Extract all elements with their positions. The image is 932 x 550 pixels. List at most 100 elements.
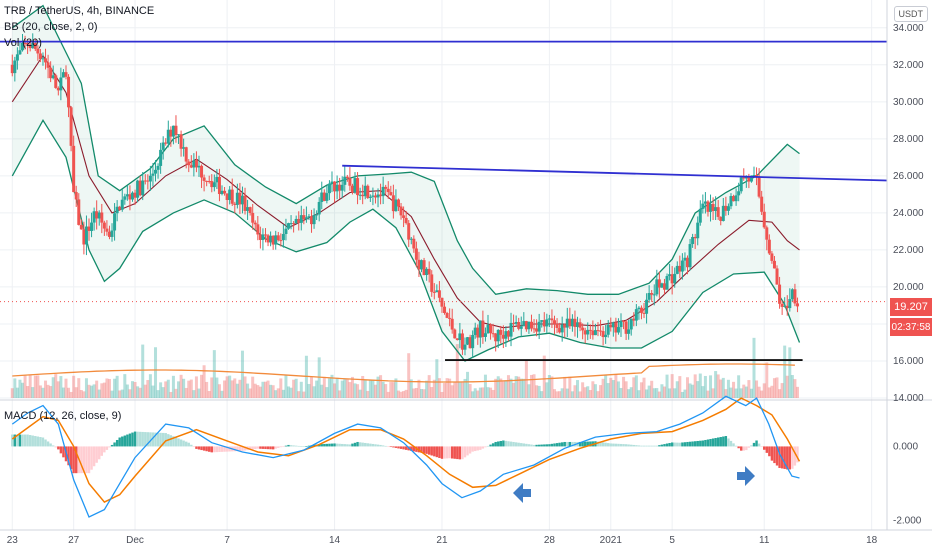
macd-histogram-bar xyxy=(57,446,60,450)
volume-bar xyxy=(177,381,181,398)
macd-histogram-bar xyxy=(51,445,55,447)
candle-body xyxy=(404,217,408,224)
candle-body xyxy=(698,208,702,223)
candle-body xyxy=(26,43,30,45)
macd-legend[interactable]: MACD (12, 26, close, 9) xyxy=(4,410,122,422)
volume-bar xyxy=(26,386,30,398)
candle-body xyxy=(637,307,641,310)
macd-histogram-bar xyxy=(154,432,157,447)
candle-body xyxy=(573,318,577,327)
volume-bar xyxy=(693,374,697,398)
volume-ma xyxy=(12,363,795,383)
currency-button[interactable]: USDT xyxy=(893,6,928,22)
candle-body xyxy=(38,53,42,59)
volume-bar xyxy=(253,383,257,398)
volume-bar xyxy=(417,379,421,398)
macd-histogram-bar xyxy=(778,446,781,468)
candle-body xyxy=(61,72,65,78)
volume-bar xyxy=(489,387,493,398)
macd-histogram-bar xyxy=(420,446,423,453)
volume-legend[interactable]: Vol (20) xyxy=(4,37,42,49)
volume-bar xyxy=(481,387,485,398)
macd-histogram-bar xyxy=(323,443,326,447)
macd-histogram-bar xyxy=(773,446,776,464)
volume-bar xyxy=(668,388,672,398)
macd-histogram-bar xyxy=(297,445,300,447)
volume-bar xyxy=(171,375,175,398)
candle-body xyxy=(747,176,751,182)
macd-histogram-bar xyxy=(760,446,763,448)
candle-body xyxy=(107,231,111,237)
macd-histogram-bar xyxy=(397,446,400,449)
candle-body xyxy=(113,213,117,231)
volume-bar xyxy=(788,347,792,398)
candle-body xyxy=(161,142,165,150)
volume-bar xyxy=(256,385,260,398)
candle-body xyxy=(706,201,710,212)
candle-body xyxy=(537,321,541,332)
candle-body xyxy=(320,192,324,202)
candle-body xyxy=(327,183,331,194)
macd-histogram-bar xyxy=(604,442,607,447)
candle-body xyxy=(325,193,329,201)
y-tick-label: 14.000 xyxy=(893,393,924,404)
volume-bar xyxy=(115,375,119,398)
candle-body xyxy=(455,338,459,341)
candle-body xyxy=(496,329,500,342)
macd-histogram-bar xyxy=(156,432,160,447)
volume-bar xyxy=(678,376,682,398)
volume-bar xyxy=(721,377,725,398)
volume-bar xyxy=(138,387,142,398)
macd-histogram-bar xyxy=(548,444,551,447)
volume-bar xyxy=(302,391,306,398)
macd-histogram-bar xyxy=(456,446,459,460)
symbol-title[interactable]: TRB / TetherUS, 4h, BINANCE xyxy=(4,5,155,17)
volume-bar xyxy=(542,355,546,398)
trendlines[interactable] xyxy=(0,40,888,361)
volume-bar xyxy=(100,383,104,398)
macd-histogram-bar xyxy=(630,444,633,447)
candle-body xyxy=(468,337,472,349)
candle-body xyxy=(102,222,106,229)
volume-bar xyxy=(435,359,439,398)
macd-histogram-bar xyxy=(325,443,329,447)
volume-bar xyxy=(496,376,500,398)
macd-histogram-bar xyxy=(450,446,454,459)
volume-bar xyxy=(407,353,411,398)
volume-bar xyxy=(312,386,316,398)
annotation-arrows[interactable] xyxy=(513,466,755,503)
macd-histogram-bar xyxy=(729,440,733,447)
candle-body xyxy=(532,328,536,330)
macd-histogram-bar xyxy=(18,434,22,447)
candle-body xyxy=(379,194,383,197)
volume-bar xyxy=(703,375,707,398)
volume-bar xyxy=(412,388,416,398)
macd-histogram-bar xyxy=(348,444,352,447)
volume-bar xyxy=(233,378,237,398)
candle-body xyxy=(463,344,467,350)
volume-bar xyxy=(604,375,608,398)
candle-body xyxy=(235,192,239,205)
volume-bar xyxy=(56,381,60,398)
volume-bar xyxy=(509,378,513,398)
macd-histogram-bar xyxy=(752,442,756,447)
y-tick-label: 20.000 xyxy=(893,282,924,293)
countdown-badge: 02:37:58 xyxy=(890,318,932,336)
candle-body xyxy=(156,165,160,170)
candle-body xyxy=(189,165,193,168)
macd-histogram-bar xyxy=(742,446,745,451)
volume-bar xyxy=(69,391,73,398)
candle-body xyxy=(391,195,395,212)
volume-bar xyxy=(379,375,383,398)
volume-bar xyxy=(64,378,68,398)
macd-histogram-bar xyxy=(366,443,369,447)
bb-legend[interactable]: BB (20, close, 2, 0) xyxy=(4,21,98,33)
x-tick-label: 18 xyxy=(866,535,878,546)
volume-bar xyxy=(146,380,150,398)
candle-body xyxy=(333,181,337,192)
macd-histogram-bar xyxy=(200,446,203,451)
macd-histogram-bar xyxy=(338,443,341,447)
volume-bar xyxy=(154,347,158,398)
